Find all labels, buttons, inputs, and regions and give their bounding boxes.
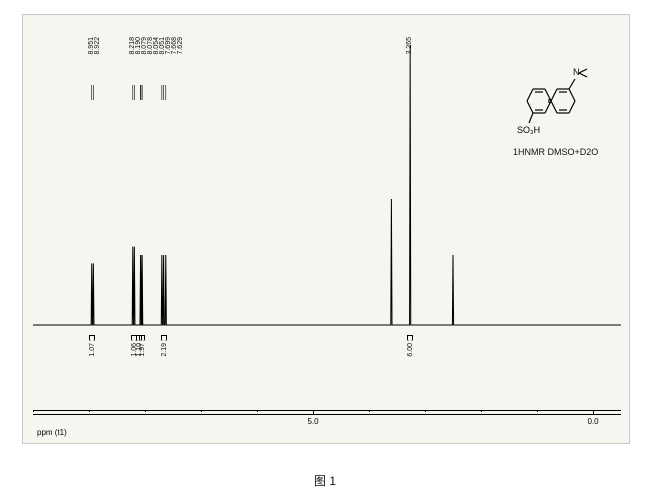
- peak-label: 7.629: [177, 37, 184, 55]
- axis-minor-tick: [537, 410, 538, 412]
- peak-label: 3.265: [406, 37, 413, 55]
- integration-bracket: [89, 335, 95, 341]
- axis-tick: [593, 410, 594, 414]
- spectrum-frame: 8.9518.9228.2188.1908.0798.0788.0548.051…: [22, 14, 630, 444]
- axis-minor-tick: [201, 410, 202, 412]
- axis-tick-label: 0.0: [587, 417, 598, 426]
- axis-minor-tick: [145, 410, 146, 412]
- axis-tick-label: 5.0: [307, 417, 318, 426]
- molecule-structure: N SO₃H: [511, 61, 597, 141]
- integration-bracket: [139, 335, 145, 341]
- axis-minor-tick: [257, 410, 258, 412]
- svg-text:N: N: [573, 67, 580, 77]
- axis-minor-tick: [369, 410, 370, 412]
- axis-title: ppm (t1): [37, 428, 67, 437]
- axis-minor-tick: [89, 410, 90, 412]
- integration-label: 6.00: [407, 343, 414, 357]
- svg-text:SO₃H: SO₃H: [517, 125, 540, 135]
- axis-line-bottom: [33, 414, 621, 415]
- integration-label: 2.19: [161, 343, 168, 357]
- axis-minor-tick: [33, 410, 34, 412]
- spectrum-plot: 8.9518.9228.2188.1908.0798.0788.0548.051…: [33, 25, 621, 370]
- axis-minor-tick: [481, 410, 482, 412]
- integration-bracket: [407, 335, 413, 341]
- axis-line-top: [33, 410, 621, 411]
- axis-minor-tick: [425, 410, 426, 412]
- integration-label: 1.97: [139, 343, 146, 357]
- figure-caption: 图 1: [314, 472, 336, 489]
- integration-label: 1.07: [89, 343, 96, 357]
- integration-bracket: [161, 335, 167, 341]
- axis-tick: [313, 410, 314, 414]
- x-axis: 5.0 0.0 ppm (t1): [33, 410, 621, 440]
- molecule-svg: N SO₃H: [511, 61, 597, 141]
- solvent-annotation: 1HNMR DMSO+D2O: [513, 147, 598, 157]
- peak-label: 8.922: [94, 37, 101, 55]
